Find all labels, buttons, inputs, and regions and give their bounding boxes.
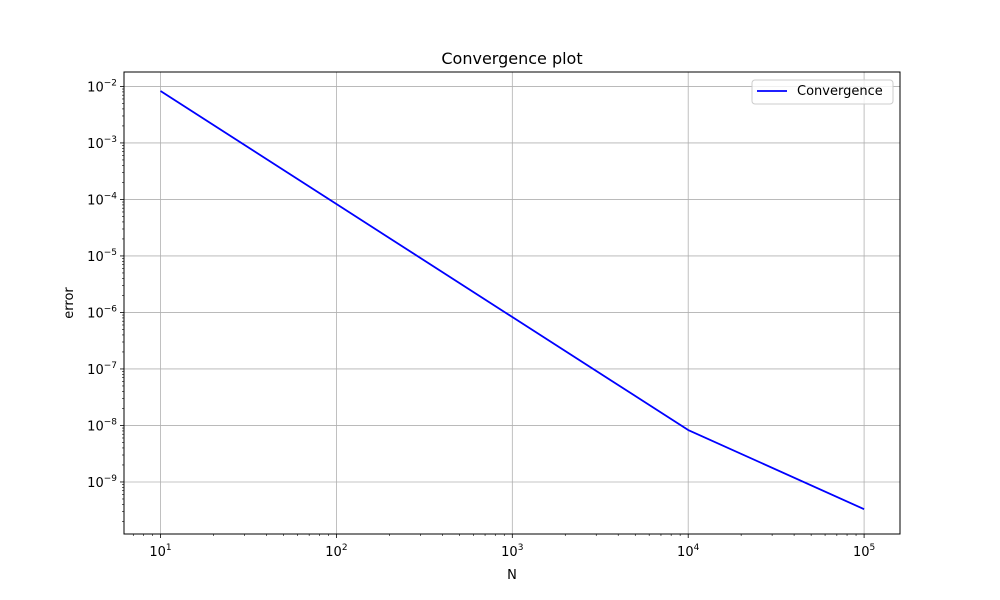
y-axis-label: error [62, 287, 77, 319]
chart-title: Convergence plot [441, 49, 582, 68]
x-axis-label: N [507, 568, 517, 583]
x-tick-label: 104 [677, 543, 700, 560]
plot-frame [123, 71, 901, 535]
legend: Convergence [751, 79, 894, 105]
legend-box [751, 79, 894, 105]
x-tick-label: 102 [325, 543, 347, 560]
y-tick-label: 10−6 [87, 304, 117, 321]
x-tick-label: 103 [501, 543, 523, 560]
axis-ticks: 101 102 103 104 105 10−2 10−3 10−4 10−5 10−6 10−7 1… [87, 78, 875, 560]
y-tick-label: 10−8 [87, 417, 117, 434]
y-tick-label: 10−7 [87, 361, 117, 378]
y-tick-label: 10−3 [87, 135, 117, 152]
y-tick-label: 10−9 [87, 474, 117, 491]
y-tick-label: 10−4 [87, 191, 117, 208]
x-tick-label: 105 [853, 543, 875, 560]
x-tick-label: 101 [149, 543, 171, 560]
y-tick-label: 10−5 [87, 248, 117, 265]
legend-label-convergence: Convergence [797, 84, 883, 99]
grid [124, 72, 900, 534]
series-lines [160, 90, 865, 510]
y-tick-label: 10−2 [87, 78, 117, 95]
series-line-convergence [160, 90, 865, 510]
